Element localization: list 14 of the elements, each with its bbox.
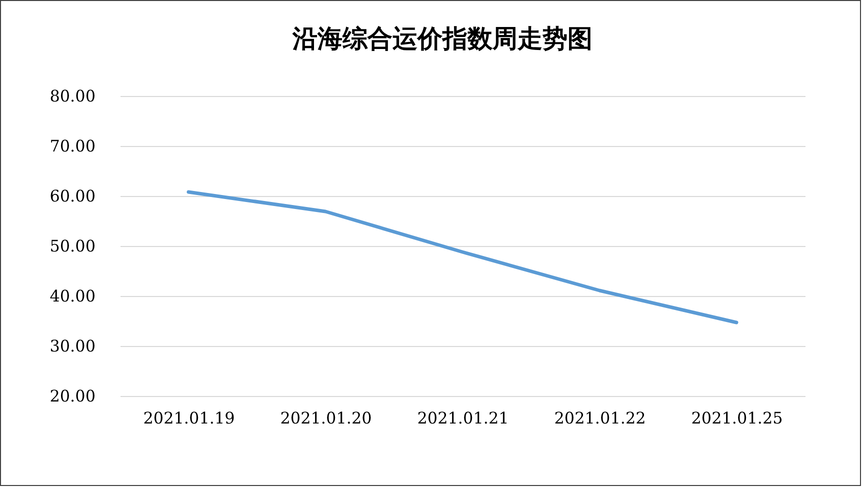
chart-title: 沿海综合运价指数周走势图 — [292, 24, 592, 53]
x-tick-label: 2021.01.19 — [143, 408, 235, 428]
y-tick-label: 30.00 — [50, 336, 96, 356]
line-series — [186, 190, 738, 324]
y-tick-label: 40.00 — [50, 286, 96, 306]
x-tick-label: 2021.01.22 — [554, 408, 646, 428]
y-tick-label: 50.00 — [50, 236, 96, 256]
y-tick-label: 80.00 — [50, 86, 96, 106]
x-tick-label: 2021.01.20 — [280, 408, 372, 428]
y-tick-label: 20.00 — [50, 386, 96, 406]
x-tick-label: 2021.01.25 — [691, 408, 783, 428]
y-tick-label: 60.00 — [50, 186, 96, 206]
x-tick-label: 2021.01.21 — [417, 408, 509, 428]
y-tick-label: 70.00 — [50, 136, 96, 156]
